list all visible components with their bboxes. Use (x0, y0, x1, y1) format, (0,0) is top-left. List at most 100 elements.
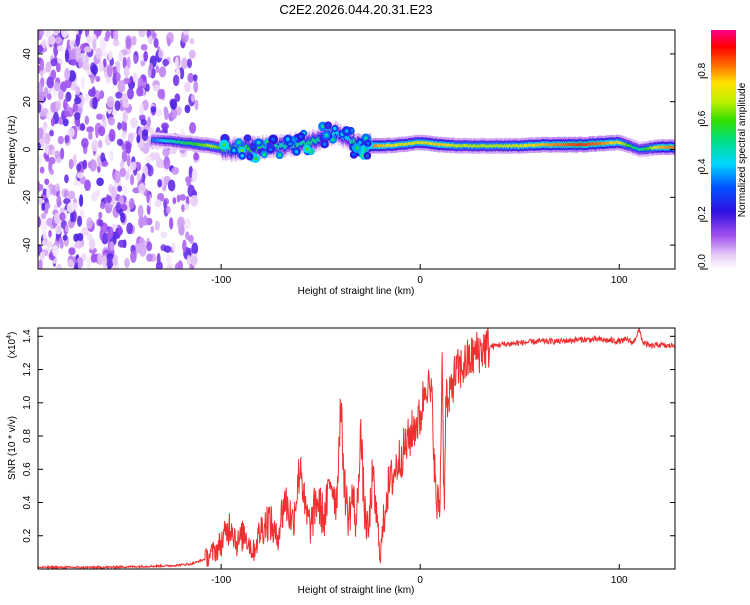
spectrogram-ridge-cell (650, 146, 652, 150)
spectrogram-noise-cell (96, 177, 104, 187)
spectrogram-noise-cell (190, 93, 195, 103)
spectrogram-ridge-cell (407, 142, 409, 146)
spectrogram-ridge-cell (170, 139, 173, 143)
spectrogram-ridge-cell (450, 143, 452, 148)
spectrogram-ridge-cell (670, 145, 673, 149)
spectrogram-noise-cell (108, 128, 116, 142)
colorbar-tick-label: 0.8 (697, 62, 708, 76)
spectrogram-noise-cell (77, 256, 82, 269)
spectrogram-ridge-cell (474, 144, 476, 148)
spectrogram-blob-core (299, 134, 303, 139)
spectrogram-ridge-cell (485, 144, 487, 148)
spectrogram-ridge-cell (308, 139, 311, 144)
spectrogram-ridge-cell (197, 142, 200, 146)
spectrogram-noise-cell (179, 66, 185, 80)
spectrogram-blob-core (344, 129, 349, 133)
spectrogram-ridge-cell (604, 141, 606, 146)
spectrogram-noise-cell (184, 203, 189, 211)
spectrogram-ridge-cell (225, 148, 227, 153)
spectrogram-noise-cell (97, 252, 103, 266)
spectrogram-ridge-cell (390, 144, 392, 148)
spectrogram-ridge-cell (574, 142, 577, 146)
spectrogram-ridge-cell (415, 141, 417, 145)
spectrogram-ridge-cell (540, 143, 543, 147)
spectrogram-noise-cell (155, 158, 164, 168)
spectrogram-ridge-cell (173, 140, 175, 144)
spectrogram-ridge-cell (539, 143, 542, 147)
spectrogram-ridge-cell (616, 140, 619, 144)
spectrogram-ridge-cell (589, 142, 592, 146)
spectrogram-ridge-cell (611, 140, 613, 145)
spectrogram-noise-cell (38, 216, 41, 228)
snr-y-tick-label: 0.2 (22, 528, 33, 542)
spectrogram-ridge-cell (607, 141, 609, 145)
spectrogram-ridge-cell (280, 143, 282, 148)
spectrogram-ridge-cell (476, 144, 478, 148)
spectrogram-noise-cell (70, 59, 77, 66)
spectrogram-ridge-cell (306, 141, 309, 146)
spectrogram-ridge-cell (314, 139, 316, 144)
spectrogram-ridge-cell (499, 144, 502, 148)
spectrogram-ridge-cell (160, 139, 162, 143)
spectrogram-noise-cell (43, 86, 49, 98)
spectrogram-ridge-cell (570, 143, 572, 147)
spectrogram-noise-cell (110, 30, 115, 39)
spectrogram-ridge-cell (596, 142, 598, 146)
spectrogram-ridge-cell (425, 141, 427, 145)
spectrogram-ridge-cell (393, 143, 396, 147)
spectrogram-noise-cell (86, 126, 94, 133)
spectrogram-noise-cell (141, 172, 146, 183)
spectrogram-ridge-cell (545, 143, 547, 147)
spectrogram-ridge-cell (284, 144, 287, 149)
spectrogram-ridge-cell (459, 144, 461, 148)
spectrogram-ridge-cell (414, 141, 416, 145)
spectrogram-ridge-cell (672, 145, 674, 149)
spectrogram-x-tick-label: 100 (611, 275, 628, 286)
spectrogram-noise-cell (100, 201, 106, 210)
spectrogram-noise-cell (44, 178, 50, 185)
spectrogram-noise-cell (125, 37, 131, 50)
spectrogram-noise-cell (52, 244, 59, 257)
spectrogram-noise-cell (181, 204, 185, 213)
spectrogram-noise-cell (56, 62, 61, 73)
spectrogram-noise-cell (181, 57, 188, 70)
spectrogram-ridge-cell (627, 143, 630, 147)
colorbar-tick-label: 0.2 (697, 206, 708, 220)
spectrogram-noise-cell (137, 77, 144, 87)
spectrogram-noise-cell (38, 154, 42, 165)
spectrogram-noise-cell (98, 60, 104, 73)
spectrogram-ridge-cell (314, 139, 317, 144)
spectrogram-ridge-cell (402, 142, 405, 146)
spectrogram-ridge-cell (256, 144, 259, 149)
spectrogram-ridge-cell (279, 143, 281, 148)
spectrogram-ridge-cell (652, 146, 655, 150)
spectrogram-ridge-cell (306, 141, 308, 146)
spectrogram-noise-cell (191, 242, 199, 255)
spectrogram-ridge-cell (208, 143, 210, 148)
spectrogram-noise-cell (185, 231, 190, 240)
spectrogram-noise-cell (104, 35, 110, 42)
spectrogram-ridge-cell (398, 143, 400, 147)
spectrogram-ridge-cell (506, 144, 509, 148)
spectrogram-ridge-cell (224, 147, 227, 152)
spectrogram-ridge-cell (521, 144, 523, 148)
spectrogram-ridge-cell (176, 140, 178, 144)
spectrogram-blob-core (365, 153, 370, 158)
spectrogram-ridge-cell (456, 144, 459, 148)
spectrogram-ridge-cell (602, 142, 605, 146)
spectrogram-noise-cell (64, 110, 71, 117)
spectrogram-ridge-cell (389, 143, 391, 147)
spectrogram-noise-cell (70, 210, 75, 223)
spectrogram-ridge-cell (575, 143, 578, 147)
spectrogram-ridge-cell (585, 143, 588, 147)
spectrogram-ridge-cell (383, 144, 386, 148)
spectrogram-ridge-cell (315, 139, 318, 144)
spectrogram-noise-cell (171, 166, 180, 175)
spectrogram-ridge-cell (617, 141, 620, 145)
spectrogram-ridge-cell (348, 136, 350, 141)
spectrogram-noise-cell (174, 262, 182, 269)
spectrogram-noise-cell (170, 107, 178, 120)
spectrogram-noise-cell (38, 45, 44, 54)
spectrogram-ridge-cell (417, 141, 419, 145)
spectrogram-ridge-cell (649, 146, 651, 150)
